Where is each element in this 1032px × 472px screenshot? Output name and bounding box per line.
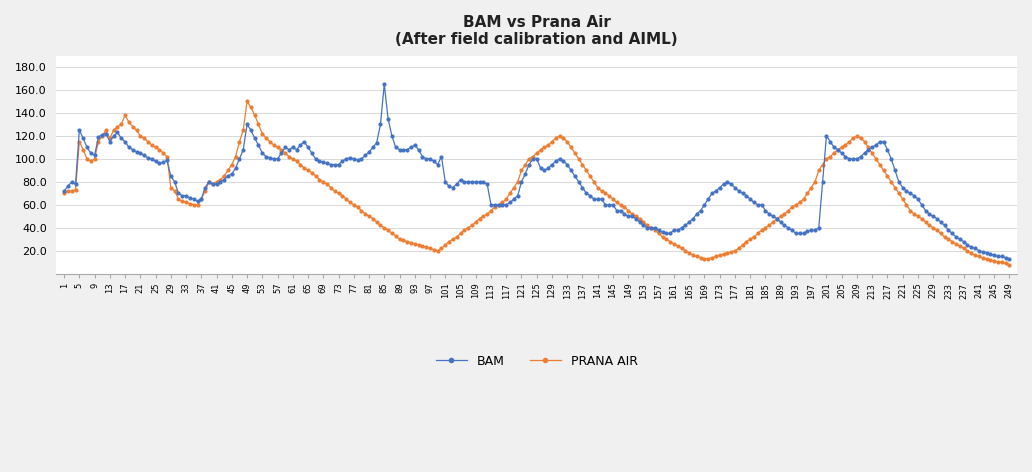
BAM	[1003, 256, 1015, 261]
BAM	[378, 81, 390, 87]
BAM	[58, 188, 70, 194]
PRANA AIR	[58, 191, 70, 196]
Line: BAM: BAM	[63, 83, 1010, 260]
PRANA AIR	[900, 202, 912, 208]
Legend: BAM, PRANA AIR: BAM, PRANA AIR	[430, 350, 643, 373]
PRANA AIR	[240, 99, 253, 104]
PRANA AIR	[328, 188, 341, 194]
BAM	[634, 219, 646, 225]
PRANA AIR	[336, 193, 349, 198]
PRANA AIR	[645, 225, 657, 231]
BAM	[645, 225, 657, 231]
Line: PRANA AIR: PRANA AIR	[63, 100, 1010, 266]
PRANA AIR	[634, 216, 646, 221]
PRANA AIR	[652, 231, 665, 236]
Title: BAM vs Prana Air
(After field calibration and AIML): BAM vs Prana Air (After field calibratio…	[395, 15, 678, 47]
PRANA AIR	[1003, 261, 1015, 267]
BAM	[325, 162, 337, 168]
BAM	[652, 227, 665, 233]
BAM	[332, 162, 345, 168]
BAM	[900, 188, 912, 194]
